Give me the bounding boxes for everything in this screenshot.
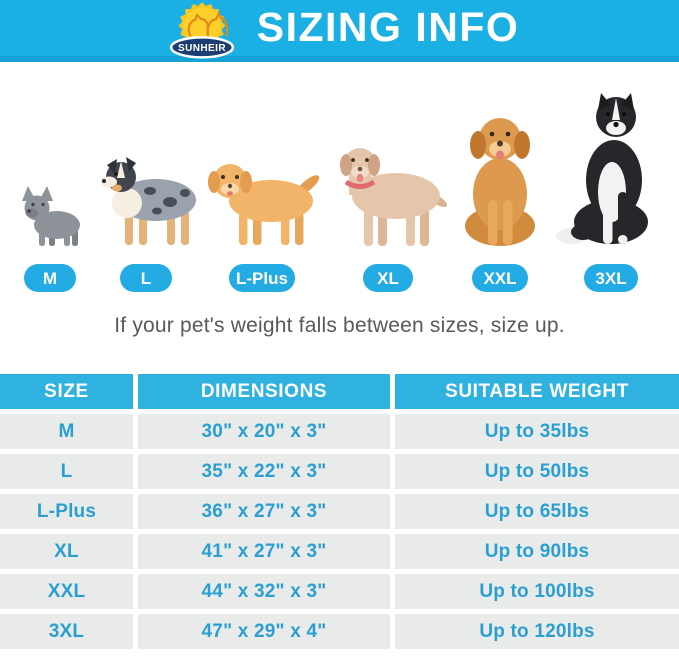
table-cell-weight: Up to 100lbs [395, 574, 679, 609]
table-cell-dimensions: 35" x 22" x 3" [138, 454, 390, 489]
table-cell-weight: Up to 35lbs [395, 414, 679, 449]
header-bar: SUNHEIR SIZING INFO [0, 0, 679, 62]
border-collie-sitting-icon [556, 93, 648, 244]
size-column-xl: XL [326, 139, 450, 292]
table-cell-dimensions: 30" x 20" x 3" [138, 414, 390, 449]
table-cell-size: 3XL [0, 614, 133, 649]
dog-size-guide: M L [0, 92, 679, 292]
table-cell-weight: Up to 65lbs [395, 494, 679, 529]
size-badge-m: M [24, 264, 76, 292]
french-bulldog-dog-icon [22, 186, 80, 246]
table-cell-size: XL [0, 534, 133, 569]
labrador-dog-icon [340, 148, 447, 246]
table-cell-weight: Up to 90lbs [395, 534, 679, 569]
table-header-suitable-weight: SUITABLE WEIGHT [395, 374, 679, 409]
size-badge-l-plus: L-Plus [229, 264, 295, 292]
page-title: SIZING INFO [256, 3, 520, 50]
table-cell-size: L-Plus [0, 494, 133, 529]
table-header-size: SIZE [0, 374, 133, 409]
size-badge-xxl: XXL [472, 264, 528, 292]
size-column-l-plus: L-Plus [198, 155, 326, 292]
table-cell-size: M [0, 414, 133, 449]
size-column-m: M [6, 185, 94, 292]
size-column-3xl: 3XL [550, 92, 672, 292]
table-cell-weight: Up to 50lbs [395, 454, 679, 489]
table-cell-dimensions: 47" x 29" x 4" [138, 614, 390, 649]
table-cell-size: XXL [0, 574, 133, 609]
table-cell-dimensions: 44" x 32" x 3" [138, 574, 390, 609]
size-badge-3xl: 3XL [584, 264, 638, 292]
australian-shepherd-dog-icon [101, 157, 196, 245]
golden-dog-standing-icon [208, 164, 320, 245]
table-cell-size: L [0, 454, 133, 489]
sunheir-logo-icon: SUNHEIR [169, 2, 234, 59]
size-column-xxl: XXL [450, 112, 550, 292]
table-header-dimensions: DIMENSIONS [138, 374, 390, 409]
size-column-l: L [94, 152, 198, 292]
size-badge-l: L [120, 264, 172, 292]
table-cell-weight: Up to 120lbs [395, 614, 679, 649]
sizing-note: If your pet's weight falls between sizes… [114, 314, 565, 337]
size-table: SIZE DIMENSIONS SUITABLE WEIGHT M 30" x … [0, 374, 679, 649]
golden-retriever-sitting-icon [464, 118, 535, 246]
table-cell-dimensions: 36" x 27" x 3" [138, 494, 390, 529]
size-badge-xl: XL [363, 264, 413, 292]
brand-name: SUNHEIR [178, 43, 226, 54]
table-cell-dimensions: 41" x 27" x 3" [138, 534, 390, 569]
